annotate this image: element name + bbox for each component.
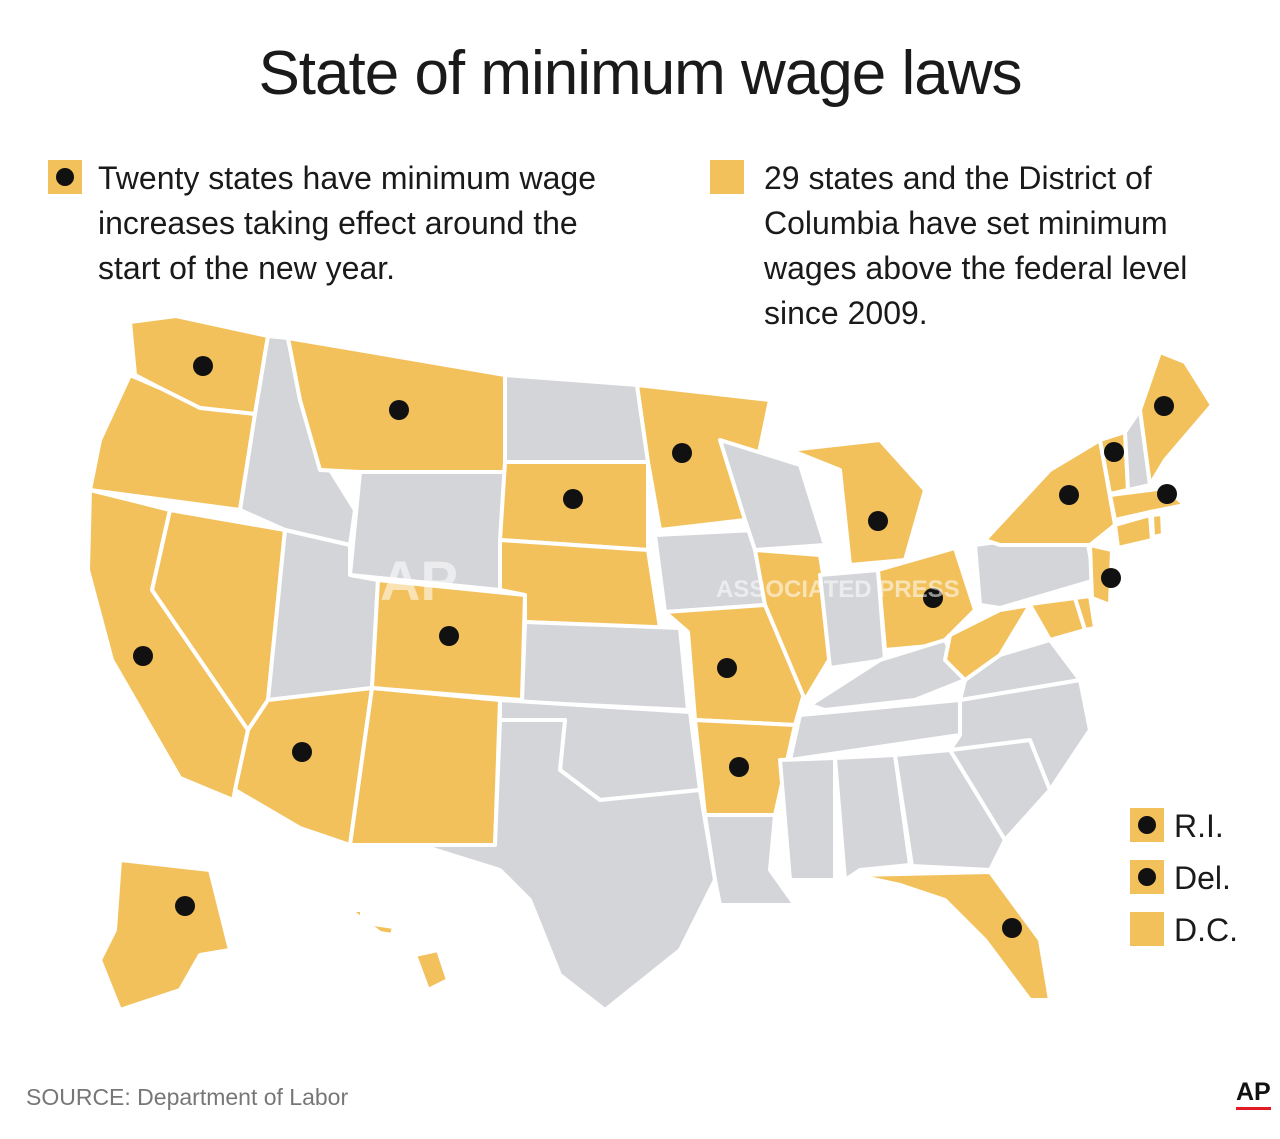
us-map bbox=[86, 314, 1214, 1012]
dot-marker-icon bbox=[56, 168, 74, 186]
increase-dot-arkansas bbox=[729, 757, 749, 777]
legend-swatch-above-federal bbox=[710, 160, 744, 194]
state-wisconsin bbox=[718, 438, 827, 552]
increase-dot-delaware bbox=[1101, 568, 1121, 588]
increase-dot-washington bbox=[193, 356, 213, 376]
increase-dot-colorado bbox=[439, 626, 459, 646]
state-new-mexico bbox=[348, 686, 502, 847]
state-maine bbox=[1138, 350, 1214, 487]
increase-dot-vermont bbox=[1104, 442, 1124, 462]
state-georgia bbox=[893, 748, 1007, 872]
increase-markers bbox=[133, 356, 1177, 938]
dot-marker-icon bbox=[1138, 868, 1156, 886]
state-florida bbox=[853, 870, 1052, 1002]
increase-dot-alaska bbox=[175, 896, 195, 916]
state-nebraska bbox=[498, 538, 662, 630]
increase-dot-minnesota bbox=[672, 443, 692, 463]
ap-logo: AP bbox=[1236, 1078, 1271, 1110]
source-note: SOURCE: Department of Labor bbox=[26, 1084, 349, 1110]
state-kansas bbox=[520, 620, 690, 712]
swatch-dc bbox=[1130, 912, 1164, 946]
state-louisiana bbox=[703, 813, 797, 907]
legend-above-federal-text: 29 states and the District of Columbia h… bbox=[764, 160, 1188, 331]
increase-dot-new-york bbox=[1059, 485, 1079, 505]
state-hawaii bbox=[413, 948, 450, 992]
swatch-del bbox=[1130, 860, 1164, 894]
swatch-ri bbox=[1130, 808, 1164, 842]
legend-increases: Twenty states have minimum wage increase… bbox=[48, 156, 648, 291]
state-delaware bbox=[1073, 594, 1097, 632]
increase-dot-missouri bbox=[717, 658, 737, 678]
legend-swatch-increase bbox=[48, 160, 82, 194]
increase-dot-florida bbox=[1002, 918, 1022, 938]
increase-dot-rhode-island bbox=[1157, 484, 1177, 504]
legend-above-federal: 29 states and the District of Columbia h… bbox=[710, 156, 1230, 336]
ap-watermark: AP bbox=[380, 549, 458, 612]
increase-dot-montana bbox=[389, 400, 409, 420]
state-connecticut bbox=[1113, 513, 1154, 550]
state-north-carolina bbox=[948, 678, 1092, 792]
increase-dot-maine bbox=[1154, 396, 1174, 416]
label-dc: D.C. bbox=[1174, 912, 1238, 948]
state-rhode-island bbox=[1150, 512, 1165, 539]
increase-dot-arizona bbox=[292, 742, 312, 762]
state-hawaii-islands bbox=[348, 908, 396, 937]
state-new-york bbox=[983, 438, 1117, 547]
increase-dot-ohio bbox=[923, 588, 943, 608]
label-del: Del. bbox=[1174, 860, 1231, 896]
label-ri: R.I. bbox=[1174, 808, 1224, 844]
state-alaska bbox=[98, 858, 232, 1012]
associated-press-watermark: ASSOCIATED PRESS bbox=[716, 576, 960, 603]
map-title: State of minimum wage laws bbox=[258, 39, 1022, 108]
legend-increases-text: Twenty states have minimum wage increase… bbox=[98, 160, 596, 286]
state-alabama bbox=[833, 753, 912, 882]
state-maryland bbox=[998, 596, 1087, 642]
state-north-dakota bbox=[503, 373, 650, 464]
state-new-jersey bbox=[1088, 543, 1114, 607]
increase-dot-california bbox=[133, 646, 153, 666]
state-mississippi bbox=[778, 756, 837, 882]
state-illinois bbox=[753, 548, 837, 702]
state-michigan bbox=[788, 438, 927, 567]
increase-dot-michigan bbox=[868, 511, 888, 531]
state-texas bbox=[418, 718, 717, 1012]
dot-marker-icon bbox=[1138, 816, 1156, 834]
increase-dot-south-dakota bbox=[563, 489, 583, 509]
